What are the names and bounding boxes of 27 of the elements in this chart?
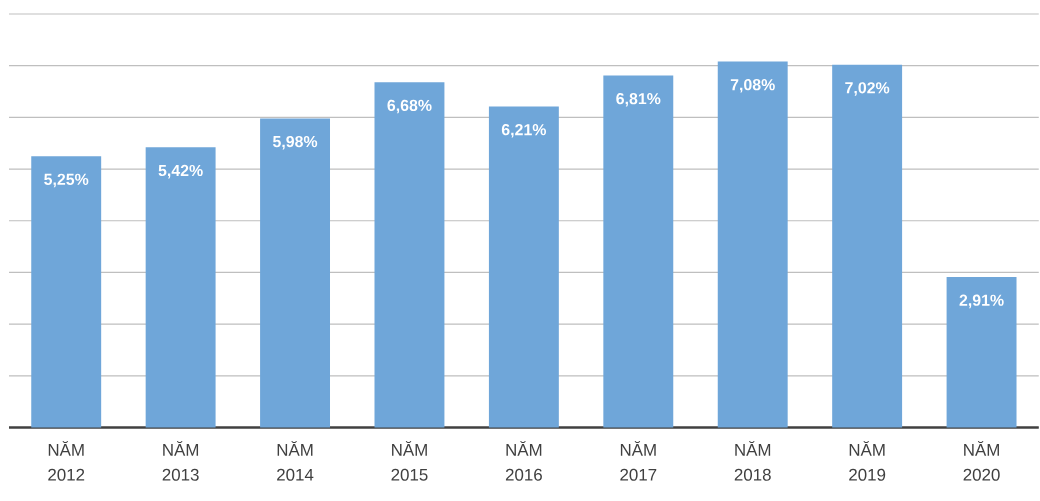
- x-tick-label: NĂM 2012: [48, 440, 85, 481]
- bar: [603, 75, 674, 428]
- x-tick-label: NĂM 2017: [620, 440, 657, 481]
- bar: [488, 106, 559, 428]
- data-label: 2,91%: [959, 294, 1004, 308]
- data-label: 6,21%: [501, 123, 547, 138]
- x-tick-label: NĂM 2018: [734, 440, 771, 481]
- x-tick-label: NĂM 2015: [391, 440, 428, 481]
- bar: [374, 81, 445, 428]
- data-label: 6,68%: [387, 99, 432, 114]
- x-tick-label: NĂM 2014: [277, 440, 314, 481]
- bar: [31, 155, 102, 428]
- x-tick-label: NĂM 2020: [963, 440, 1000, 481]
- data-label: 5,98%: [272, 135, 318, 150]
- data-label: 7,08%: [730, 78, 775, 93]
- bar: [832, 64, 903, 428]
- bar: [145, 147, 216, 428]
- data-label: 5,42%: [158, 164, 203, 179]
- x-tick-label: NĂM 2013: [162, 440, 199, 481]
- x-tick-label: NĂM 2019: [849, 440, 886, 481]
- data-label: 5,25%: [44, 173, 89, 187]
- bar: [717, 61, 788, 428]
- data-label: 7,02%: [845, 81, 890, 96]
- bar: [260, 118, 331, 428]
- data-label: 6,81%: [616, 92, 661, 107]
- x-tick-label: NĂM 2016: [505, 440, 542, 481]
- bar: [946, 276, 1017, 428]
